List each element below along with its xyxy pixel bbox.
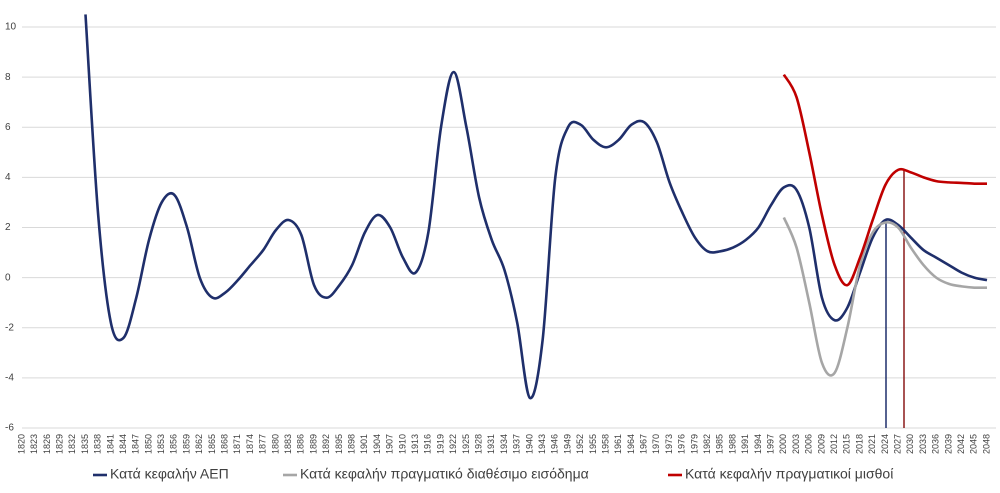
legend-label: Κατά κεφαλήν πραγματικοί μισθοί: [685, 466, 893, 482]
y-tick-label: 6: [5, 122, 11, 133]
x-tick-label: 1844: [118, 434, 128, 454]
y-tick-label: 8: [5, 72, 11, 83]
x-tick-label: 1988: [727, 434, 737, 454]
x-tick-label: 2006: [804, 434, 814, 454]
x-tick-label: 1889: [308, 434, 318, 454]
x-tick-label: 2045: [969, 434, 979, 454]
x-tick-label: 1916: [423, 434, 433, 454]
x-tick-label: 1877: [258, 434, 268, 454]
x-tick-label: 1913: [410, 434, 420, 454]
x-tick-label: 1964: [626, 434, 636, 454]
x-tick-label: 1985: [715, 434, 725, 454]
x-tick-label: 1910: [397, 434, 407, 454]
x-tick-label: 1904: [372, 434, 382, 454]
x-tick-label: 1859: [181, 434, 191, 454]
series-line: [782, 73, 988, 287]
legend-label: Κατά κεφαλήν πραγματικό διαθέσιμο εισόδη…: [300, 466, 589, 482]
x-tick-label: 1856: [169, 434, 179, 454]
x-tick-label: 1991: [740, 434, 750, 454]
legend-label: Κατά κεφαλήν ΑΕΠ: [110, 466, 229, 482]
x-tick-label: 1862: [194, 434, 204, 454]
x-tick-label: 1901: [359, 434, 369, 454]
x-tick-label: 1949: [562, 434, 572, 454]
x-tick-label: 1892: [321, 434, 331, 454]
x-tick-label: 1919: [435, 434, 445, 454]
x-tick-label: 2000: [778, 434, 788, 454]
x-tick-label: 1967: [639, 434, 649, 454]
x-tick-label: 1871: [232, 434, 242, 454]
x-tick-label: 1883: [283, 434, 293, 454]
x-tick-label: 2024: [880, 434, 890, 454]
series-line: [84, 14, 988, 400]
x-tick-label: 1907: [385, 434, 395, 454]
x-tick-label: 1850: [143, 434, 153, 454]
x-tick-label: 2009: [816, 434, 826, 454]
y-tick-label: 0: [5, 272, 11, 283]
x-tick-label: 2027: [892, 434, 902, 454]
y-tick-label: -4: [5, 373, 14, 384]
x-tick-label: 1931: [486, 434, 496, 454]
x-tick-label: 1970: [651, 434, 661, 454]
x-tick-label: 1982: [702, 434, 712, 454]
x-tick-label: 1898: [347, 434, 357, 454]
x-tick-label: 2042: [956, 434, 966, 454]
x-tick-label: 1997: [766, 434, 776, 454]
x-tick-label: 1841: [105, 434, 115, 454]
x-tick-label: 1895: [334, 434, 344, 454]
x-tick-label: 1940: [524, 434, 534, 454]
y-tick-label: -2: [5, 322, 14, 333]
x-tick-label: 1973: [664, 434, 674, 454]
x-tick-label: 2036: [931, 434, 941, 454]
x-tick-label: 2021: [867, 434, 877, 454]
y-tick-label: -6: [5, 423, 14, 434]
x-tick-label: 1976: [677, 434, 687, 454]
x-tick-label: 1955: [588, 434, 598, 454]
x-tick-label: 1847: [131, 434, 141, 454]
x-tick-label: 1880: [270, 434, 280, 454]
x-tick-label: 1922: [448, 434, 458, 454]
x-tick-label: 2039: [943, 434, 953, 454]
x-tick-label: 1994: [753, 434, 763, 454]
x-tick-label: 1823: [29, 434, 39, 454]
x-tick-label: 1853: [156, 434, 166, 454]
x-tick-label: 2018: [854, 434, 864, 454]
y-tick-label: 4: [5, 172, 11, 183]
x-tick-label: 1958: [600, 434, 610, 454]
y-tick-label: 10: [5, 22, 17, 33]
plot: -6 -4 -2 0 2 4 6 8 10 1820 1823 1826 1829 1832 1835 183…: [5, 14, 991, 482]
x-tick-label: 1868: [220, 434, 230, 454]
x-tick-label: 1886: [296, 434, 306, 454]
x-tick-label: 2003: [791, 434, 801, 454]
x-tick-label: 2012: [829, 434, 839, 454]
x-tick-label: 1826: [42, 434, 52, 454]
x-tick-label: 2048: [981, 434, 991, 454]
x-tick-label: 1835: [80, 434, 90, 454]
x-tick-label: 2030: [905, 434, 915, 454]
y-tick-label: 2: [5, 222, 11, 233]
series-line: [782, 216, 988, 377]
x-tick-label: 1934: [499, 434, 509, 454]
x-tick-label: 2015: [842, 434, 852, 454]
x-tick-label: 1979: [689, 434, 699, 454]
x-tick-label: 2033: [918, 434, 928, 454]
x-tick-label: 1943: [537, 434, 547, 454]
x-tick-label: 1829: [54, 434, 64, 454]
x-tick-label: 1832: [67, 434, 77, 454]
x-tick-label: 1874: [245, 434, 255, 454]
x-tick-label: 1925: [461, 434, 471, 454]
x-tick-label: 1928: [473, 434, 483, 454]
x-tick-label: 1952: [575, 434, 585, 454]
x-tick-label: 1937: [512, 434, 522, 454]
x-tick-label: 1946: [550, 434, 560, 454]
x-tick-label: 1961: [613, 434, 623, 454]
x-tick-label: 1865: [207, 434, 217, 454]
x-tick-label: 1820: [16, 434, 26, 454]
x-tick-label: 1838: [93, 434, 103, 454]
